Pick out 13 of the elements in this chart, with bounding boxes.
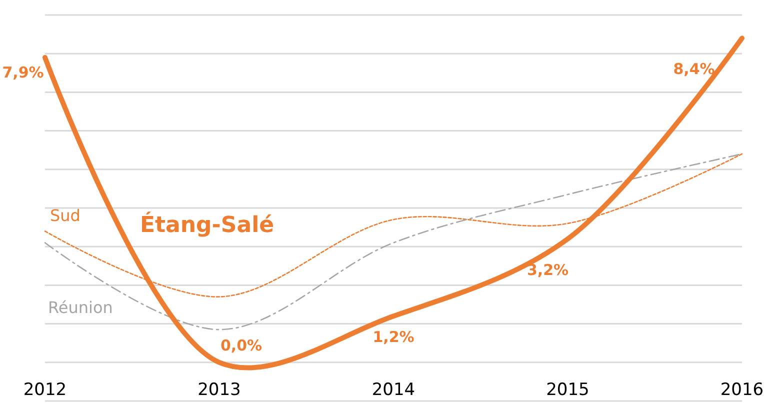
series-label: Étang-Salé <box>140 211 274 238</box>
series-label: Réunion <box>48 298 113 317</box>
data-label: 0,0% <box>220 336 262 354</box>
data-label: 3,2% <box>526 260 569 279</box>
data-label: 1,2% <box>372 328 414 346</box>
x-tick-label: 2014 <box>372 380 416 400</box>
data-label: 8,4% <box>673 60 715 78</box>
x-tick-label: 2015 <box>546 380 590 400</box>
x-tick-label: 2016 <box>720 380 764 400</box>
data-label: 7,9% <box>2 63 44 82</box>
x-tick-label: 2013 <box>198 380 241 400</box>
series-label: Sud <box>50 206 80 225</box>
x-tick-label: 2012 <box>23 380 67 400</box>
